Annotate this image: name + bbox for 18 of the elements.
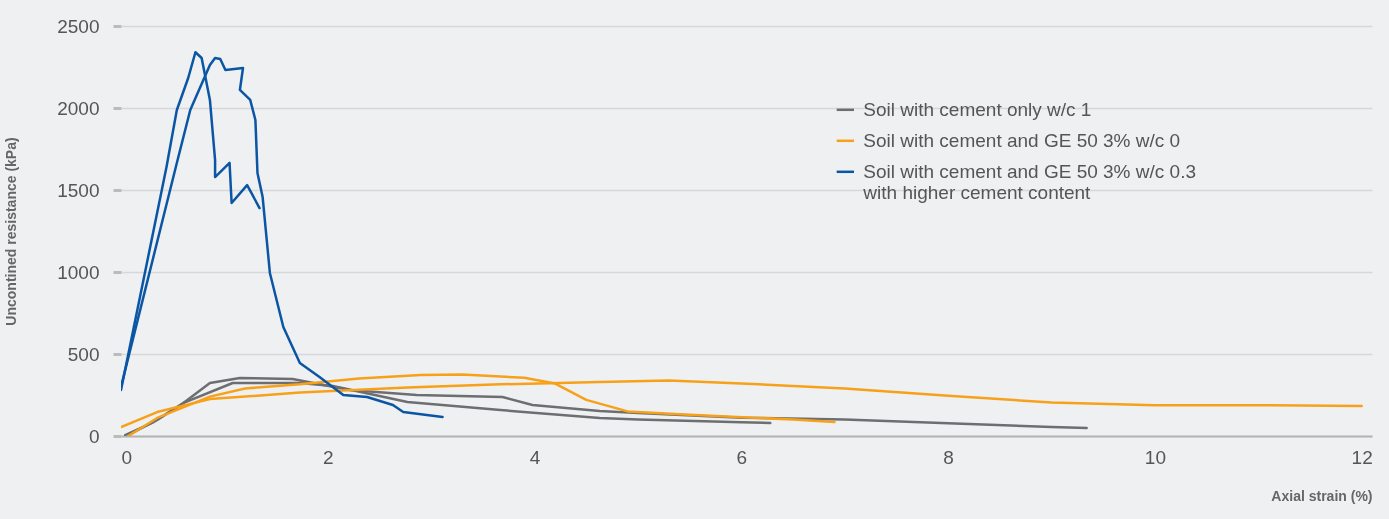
legend-label: Soil with cement and GE 50 3% w/c 0.3 with higher cement content	[862, 160, 1196, 203]
x-tick-label: 0	[121, 446, 133, 468]
y-tick-label: 1500	[57, 179, 100, 201]
x-tick-label: 2	[322, 446, 334, 468]
y-tick-label: 2500	[57, 15, 100, 37]
x-tick-label: 8	[943, 446, 954, 468]
y-axis-title: Uncontined resistance (kPa)	[2, 137, 19, 326]
y-tick-label: 500	[67, 343, 100, 365]
x-tick-label: 4	[529, 446, 541, 468]
y-tick-label: 1000	[57, 261, 100, 283]
x-tick-label: 12	[1351, 446, 1373, 468]
legend-label: Soil with cement only w/c 1	[863, 98, 1092, 120]
x-tick-label: 10	[1144, 446, 1166, 468]
x-axis-title: Axial strain (%)	[1271, 487, 1373, 504]
y-tick-label: 0	[88, 425, 100, 447]
x-tick-label: 6	[736, 446, 748, 468]
legend-label: Soil with cement and GE 50 3% w/c 0	[863, 129, 1181, 151]
y-tick-label: 2000	[57, 97, 100, 119]
